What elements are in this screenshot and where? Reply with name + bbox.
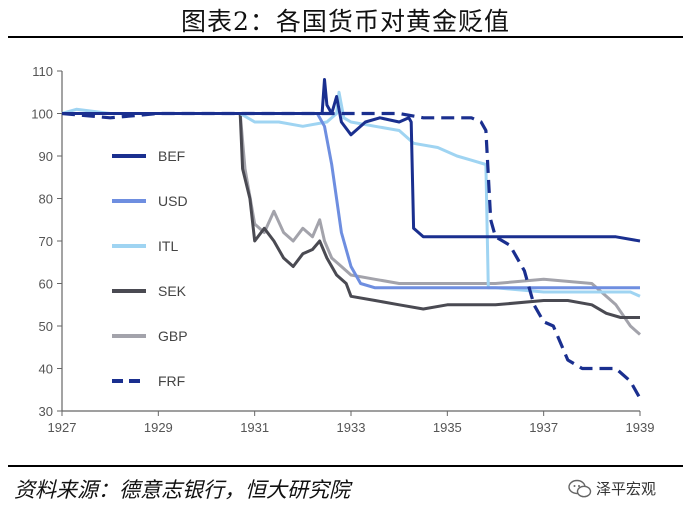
series-line-frf: [61, 111, 642, 400]
legend-label-frf: FRF: [158, 373, 185, 389]
legend-label-gbp: GBP: [158, 328, 188, 344]
x-tick-label: 1931: [240, 420, 269, 435]
y-tick-label: 60: [39, 277, 53, 292]
legend-label-sek: SEK: [158, 283, 187, 299]
x-tick-label: 1927: [48, 420, 77, 435]
wechat-icon: [568, 479, 592, 497]
x-tick-label: 1935: [433, 420, 462, 435]
y-tick-label: 50: [39, 319, 53, 334]
bottom-rule: [8, 465, 683, 467]
y-tick-label: 110: [32, 64, 53, 79]
y-tick-label: 30: [39, 404, 53, 419]
source-note: 资料来源：德意志银行，恒大研究院: [14, 478, 350, 502]
y-tick-label: 70: [39, 234, 53, 249]
watermark-text: 泽平宏观: [596, 480, 657, 498]
y-tick-label: 40: [39, 362, 53, 377]
legend-label-itl: ITL: [158, 238, 178, 254]
y-axis: 110 100 90 80 70 60 50 40 30: [31, 64, 63, 419]
top-rule: [8, 36, 683, 38]
legend-label-bef: BEF: [158, 148, 185, 164]
legend-label-usd: USD: [158, 193, 188, 209]
x-tick-label: 1929: [144, 420, 173, 435]
series-line-bef: [62, 78, 641, 243]
legend: BEF USD ITL SEK GBP FRF: [112, 148, 188, 389]
line-chart: 110 100 90 80 70 60 50 40 30 1927 1929 1931 1933 193…: [31, 64, 655, 435]
y-tick-label: 90: [39, 149, 53, 164]
x-axis: 1927 1929 1931 1933 1935 1937 1939: [48, 410, 655, 435]
watermark: 泽平宏观: [568, 478, 656, 499]
series-line-usd: [62, 112, 640, 290]
x-tick-label: 1939: [626, 420, 655, 435]
figure-title: 图表2：各国货币对黄金贬值: [181, 7, 510, 36]
series-line-sek: [62, 112, 640, 319]
x-tick-label: 1933: [337, 420, 366, 435]
series-layer: [61, 78, 642, 400]
y-tick-label: 80: [39, 192, 53, 207]
x-tick-label: 1937: [529, 420, 558, 435]
y-tick-label: 100: [31, 107, 53, 122]
